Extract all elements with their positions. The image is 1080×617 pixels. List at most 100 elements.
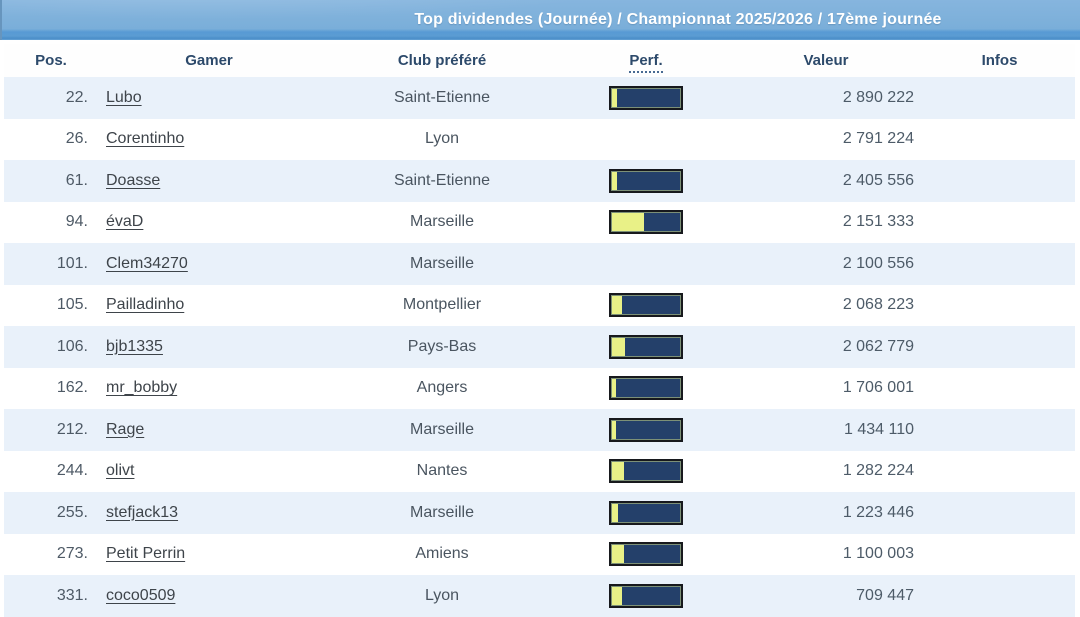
gamer-link[interactable]: mr_bobby bbox=[106, 379, 178, 397]
perf-bar-fill bbox=[612, 586, 622, 605]
gamer-link[interactable]: Doasse bbox=[106, 171, 161, 189]
perf-bar bbox=[609, 542, 683, 567]
position-value: 105. bbox=[56, 296, 88, 314]
column-header-club-label: Club préféré bbox=[397, 52, 487, 69]
value-text: 709 447 bbox=[856, 586, 914, 604]
infos-cell bbox=[924, 119, 1075, 161]
perf-bar bbox=[609, 459, 683, 484]
table-row: 273. Petit Perrin Amiens 1 100 003 bbox=[4, 533, 1075, 576]
column-header-pos-label: Pos. bbox=[35, 52, 67, 69]
perf-bar bbox=[609, 583, 683, 608]
gamer-link[interactable]: stefjack13 bbox=[106, 503, 179, 521]
perf-cell bbox=[564, 285, 728, 327]
value-cell: 2 068 223 bbox=[728, 285, 924, 327]
position-value: 22. bbox=[65, 88, 88, 106]
title-banner: Top dividendes (Journée) / Championnat 2… bbox=[0, 0, 1080, 40]
header-row: Pos. Gamer Club préféré Perf. Valeur Inf… bbox=[4, 44, 1075, 77]
position-cell: 331. bbox=[4, 575, 98, 617]
page-title: Top dividendes (Journée) / Championnat 2… bbox=[414, 11, 942, 28]
table-row: 106. bjb1335 Pays-Bas 2 062 779 bbox=[4, 326, 1075, 368]
club-cell: Montpellier bbox=[320, 285, 564, 327]
gamer-cell: Doasse bbox=[98, 160, 320, 202]
table-row: 255. stefjack13 Marseille 1 223 446 bbox=[4, 492, 1075, 534]
column-header-infos-label: Infos bbox=[981, 52, 1018, 69]
leaderboard-table: Pos. Gamer Club préféré Perf. Valeur Inf… bbox=[4, 44, 1075, 617]
position-value: 94. bbox=[65, 213, 88, 231]
value-cell: 1 434 110 bbox=[728, 409, 924, 451]
gamer-cell: Clem34270 bbox=[98, 243, 320, 285]
gamer-cell: Petit Perrin bbox=[98, 534, 320, 576]
table-row: 244. olivt Nantes 1 282 224 bbox=[4, 450, 1075, 493]
perf-bar-fill bbox=[612, 213, 645, 232]
perf-bar-fill bbox=[612, 88, 617, 107]
perf-bar-fill bbox=[612, 545, 624, 564]
table-row: 22. Lubo Saint-Etienne 2 890 222 bbox=[4, 77, 1075, 119]
value-cell: 2 151 333 bbox=[728, 202, 924, 244]
gamer-cell: Rage bbox=[98, 409, 320, 451]
gamer-link[interactable]: Rage bbox=[106, 420, 145, 438]
perf-cell bbox=[564, 243, 728, 285]
club-cell: Saint-Etienne bbox=[320, 160, 564, 202]
gamer-link[interactable]: Clem34270 bbox=[106, 254, 188, 272]
infos-cell bbox=[924, 368, 1075, 410]
position-cell: 273. bbox=[4, 534, 98, 576]
infos-cell bbox=[924, 202, 1075, 244]
perf-bar bbox=[609, 168, 683, 193]
table-row: 331. coco0509 Lyon 709 447 bbox=[4, 575, 1075, 617]
value-cell: 1 706 001 bbox=[728, 368, 924, 410]
gamer-link[interactable]: Lubo bbox=[106, 88, 142, 106]
gamer-cell: bjb1335 bbox=[98, 326, 320, 368]
table-row: 162. mr_bobby Angers 1 706 001 bbox=[4, 367, 1075, 410]
perf-bar-fill bbox=[612, 420, 616, 439]
table-row: 212. Rage Marseille 1 434 110 bbox=[4, 409, 1075, 451]
gamer-link[interactable]: olivt bbox=[106, 462, 135, 480]
position-value: 212. bbox=[56, 420, 88, 438]
gamer-link[interactable]: Petit Perrin bbox=[106, 545, 186, 563]
club-value: Marseille bbox=[409, 420, 474, 438]
column-header-perf: Perf. bbox=[564, 44, 728, 77]
infos-cell bbox=[924, 534, 1075, 576]
gamer-link[interactable]: Corentinho bbox=[106, 130, 185, 148]
value-cell: 1 100 003 bbox=[728, 534, 924, 576]
value-cell: 2 791 224 bbox=[728, 119, 924, 161]
perf-cell bbox=[564, 492, 728, 534]
perf-bar bbox=[609, 210, 683, 235]
value-text: 1 223 446 bbox=[842, 503, 914, 521]
value-text: 2 062 779 bbox=[842, 337, 914, 355]
perf-cell bbox=[564, 575, 728, 617]
position-cell: 212. bbox=[4, 409, 98, 451]
perf-cell bbox=[564, 534, 728, 576]
perf-bar bbox=[609, 500, 683, 525]
perf-bar-fill bbox=[612, 296, 622, 315]
column-header-gamer-label: Gamer bbox=[185, 52, 233, 69]
infos-cell bbox=[924, 492, 1075, 534]
column-header-valeur: Valeur bbox=[728, 44, 924, 77]
position-value: 61. bbox=[65, 171, 88, 189]
perf-cell bbox=[564, 202, 728, 244]
column-header-club: Club préféré bbox=[320, 44, 564, 77]
position-cell: 244. bbox=[4, 451, 98, 493]
column-header-infos: Infos bbox=[924, 44, 1075, 77]
perf-bar-fill bbox=[612, 379, 616, 398]
position-value: 273. bbox=[56, 545, 88, 563]
infos-cell bbox=[924, 575, 1075, 617]
column-header-perf-label[interactable]: Perf. bbox=[629, 52, 663, 73]
gamer-link[interactable]: coco0509 bbox=[106, 586, 176, 604]
gamer-link[interactable]: Pailladinho bbox=[106, 296, 185, 314]
infos-cell bbox=[924, 243, 1075, 285]
perf-bar bbox=[609, 293, 683, 318]
gamer-link[interactable]: bjb1335 bbox=[106, 337, 163, 355]
position-cell: 61. bbox=[4, 160, 98, 202]
club-value: Saint-Etienne bbox=[393, 88, 491, 106]
perf-cell bbox=[564, 326, 728, 368]
gamer-link[interactable]: évaD bbox=[106, 213, 144, 231]
value-text: 2 791 224 bbox=[842, 130, 914, 148]
value-text: 1 706 001 bbox=[842, 379, 914, 397]
club-value: Lyon bbox=[424, 130, 460, 148]
club-cell: Amiens bbox=[320, 534, 564, 576]
position-cell: 106. bbox=[4, 326, 98, 368]
perf-cell bbox=[564, 451, 728, 493]
club-value: Marseille bbox=[409, 213, 474, 231]
club-value: Lyon bbox=[424, 586, 460, 604]
club-value: Nantes bbox=[416, 462, 468, 480]
